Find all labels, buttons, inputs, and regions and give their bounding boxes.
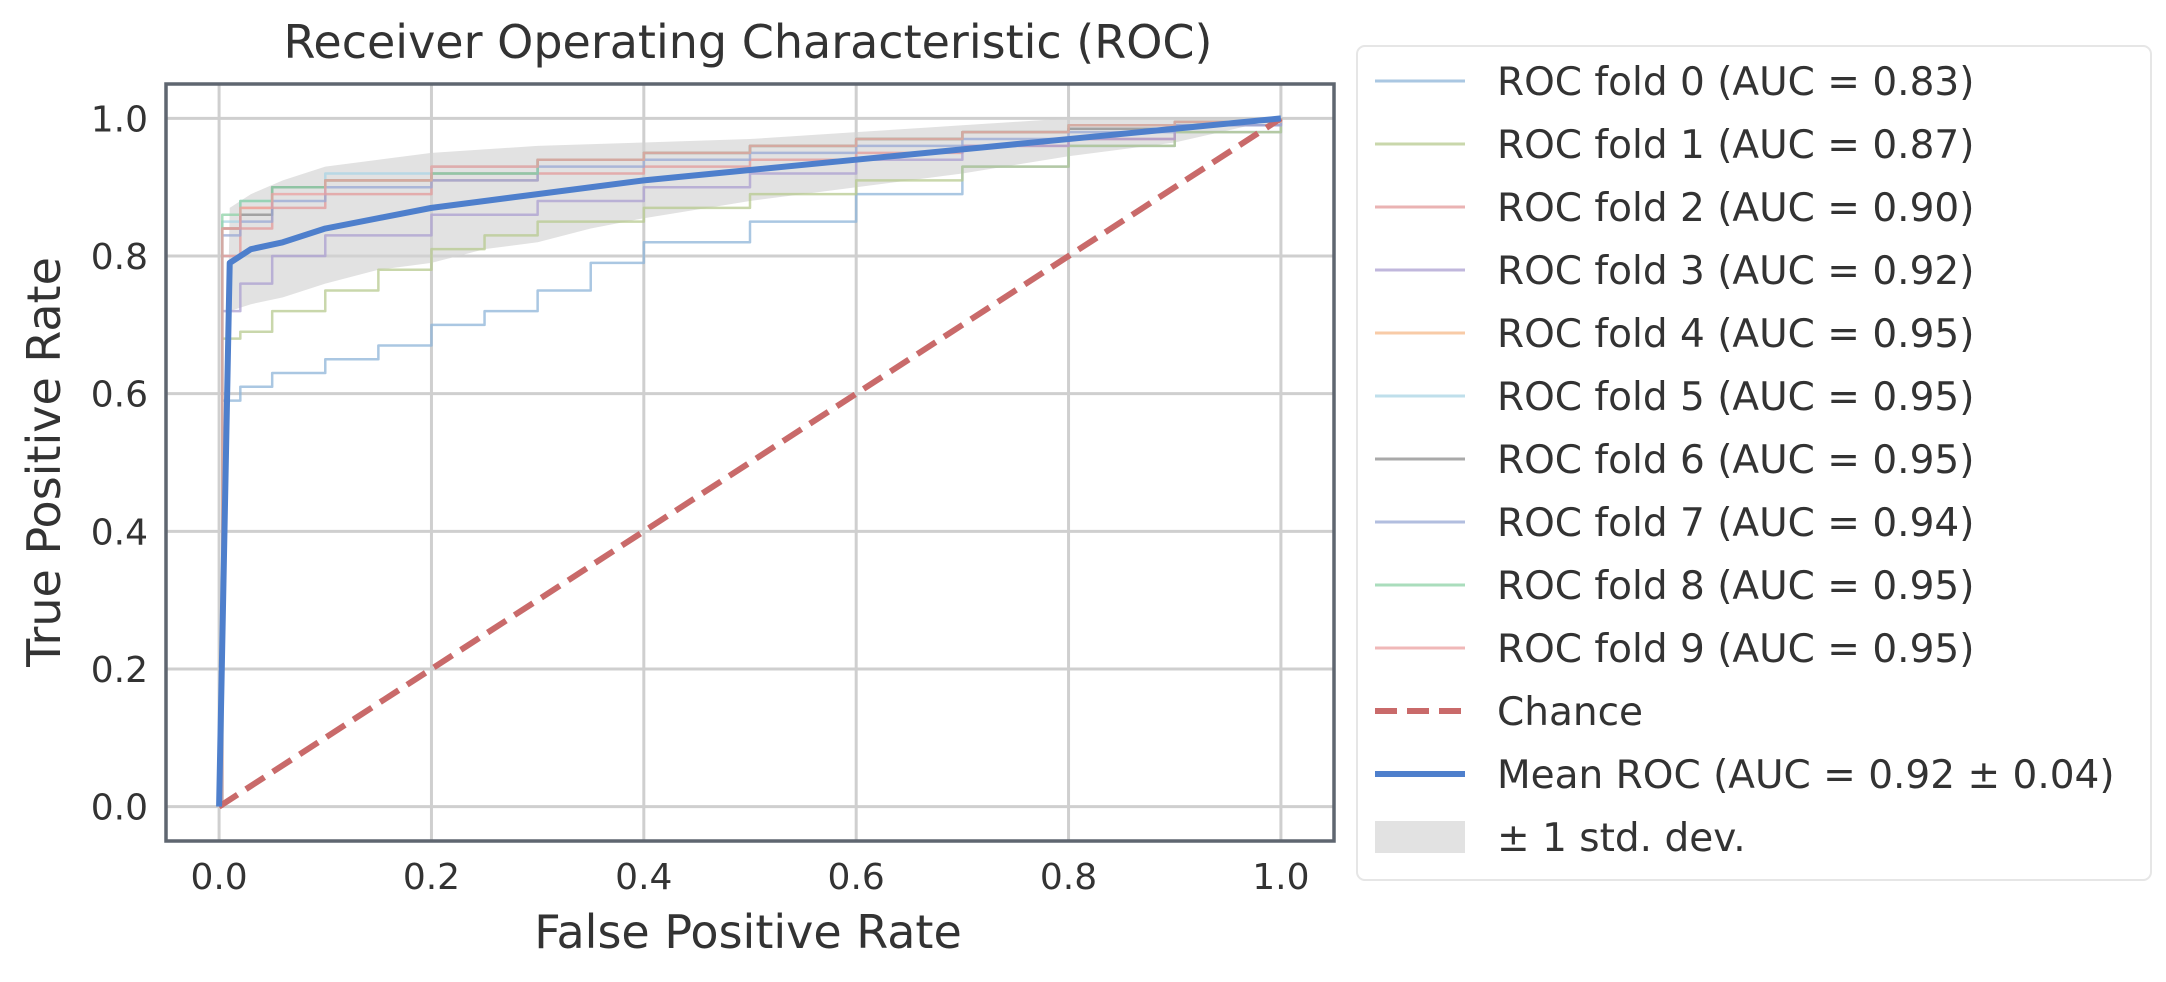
chance-line (217, 115, 1283, 810)
legend-label: ± 1 std. dev. (1497, 816, 1746, 861)
x-tick-label: 0.0 (190, 857, 247, 898)
y-tick-label: 0.4 (91, 512, 148, 553)
legend-label: ROC fold 5 (AUC = 0.95) (1497, 375, 1974, 420)
x-tick-label: 0.2 (403, 857, 460, 898)
axes-frame (164, 82, 1336, 843)
legend-box (1356, 45, 2152, 881)
mean-roc-line (216, 115, 1282, 807)
legend-label: ROC fold 7 (AUC = 0.94) (1497, 501, 1974, 546)
roc-fold-line (219, 118, 1283, 808)
legend-label: ROC fold 6 (AUC = 0.95) (1497, 438, 1974, 483)
legend-label: Mean ROC (AUC = 0.92 ± 0.04) (1497, 753, 2115, 798)
legend-label: ROC fold 3 (AUC = 0.92) (1497, 249, 1974, 294)
y-tick-label: 0.6 (91, 375, 148, 416)
y-tick-label: 0.8 (91, 237, 148, 278)
legend-label: ROC fold 8 (AUC = 0.95) (1497, 564, 1974, 609)
x-tick-label: 0.8 (1040, 857, 1097, 898)
x-tick-label: 1.0 (1252, 857, 1309, 898)
legend-label: ROC fold 9 (AUC = 0.95) (1497, 627, 1974, 672)
chart-title: Receiver Operating Characteristic (ROC) (284, 15, 1213, 69)
roc-fold-line (219, 118, 1283, 808)
legend-label: ROC fold 4 (AUC = 0.95) (1497, 312, 1974, 357)
roc-fold-line (219, 118, 1283, 808)
legend: ROC fold 0 (AUC = 0.83) ROC fold 1 (AUC =… (1356, 45, 2152, 881)
legend-label: ROC fold 2 (AUC = 0.90) (1497, 186, 1974, 231)
y-tick-label: 0.0 (91, 788, 148, 829)
legend-swatch (1375, 821, 1465, 853)
x-axis-label: False Positive Rate (534, 905, 962, 959)
legend-label: Chance (1497, 690, 1643, 735)
legend-label: ROC fold 1 (AUC = 0.87) (1497, 123, 1974, 168)
y-tick-label: 0.2 (91, 650, 148, 691)
plot-area: 0.0 0.2 0.4 0.6 0.8 1.0 0.0 0.2 0.4 0.6 0.8 1.0 (91, 82, 1336, 898)
x-tick-label: 0.4 (615, 857, 672, 898)
legend-label: ROC fold 0 (AUC = 0.83) (1497, 60, 1974, 105)
y-tick-label: 1.0 (91, 99, 148, 140)
x-tick-label: 0.6 (828, 857, 885, 898)
y-axis-label: True Positive Rate (17, 257, 71, 668)
